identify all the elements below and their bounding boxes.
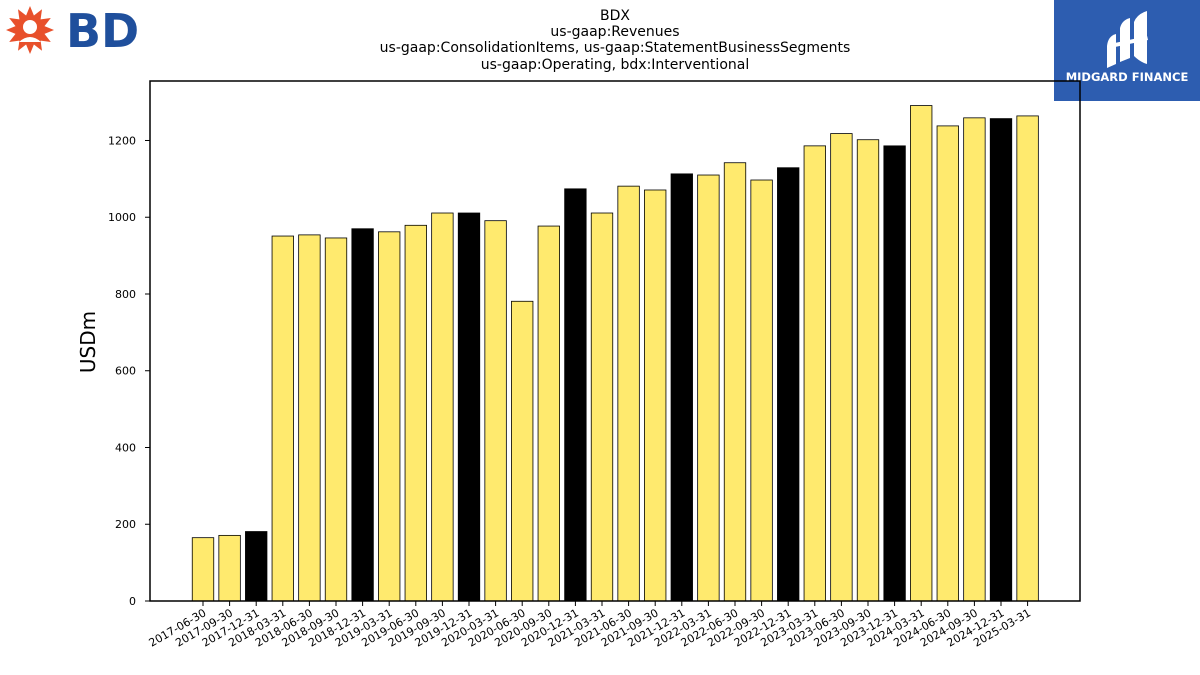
bar-2018-12-31 — [351, 228, 374, 602]
x-axis: 2017-06-302017-09-302017-12-312018-03-31… — [147, 601, 1033, 650]
bar-2018-09-30 — [324, 237, 348, 602]
bar-2024-12-31 — [989, 118, 1013, 602]
bar-2019-12-31 — [457, 212, 481, 602]
bar-2021-03-31 — [590, 212, 614, 602]
y-tick-label-0: 0 — [129, 595, 136, 608]
bar-2023-09-30 — [856, 139, 880, 602]
y-tick-label-600: 600 — [115, 365, 136, 378]
midgard-finance-logo: MIDGARD FINANCE — [1054, 0, 1200, 101]
bar-2017-09-30 — [218, 534, 241, 602]
chart-title-line-3: us-gaap:ConsolidationItems, us-gaap:Stat… — [380, 40, 851, 56]
bar-2024-03-31 — [910, 105, 933, 602]
bar-2018-03-31 — [271, 235, 294, 602]
y-tick-label-400: 400 — [115, 441, 136, 454]
bar-2022-06-30 — [723, 162, 747, 602]
bar-2022-12-31 — [777, 167, 800, 602]
starburst-icon — [6, 6, 54, 54]
bar-2024-09-30 — [963, 117, 986, 602]
y-axis-label: USDm — [76, 311, 100, 373]
y-axis: 0 200 400 600 800 1000 1200 — [108, 134, 150, 608]
y-tick-label-800: 800 — [115, 288, 136, 301]
bar-2018-06-30 — [298, 234, 321, 602]
bar-2023-06-30 — [830, 133, 853, 602]
bar-2020-12-31 — [564, 188, 587, 602]
bar-2025-03-31 — [1016, 115, 1039, 602]
bar-2023-03-31 — [803, 145, 826, 602]
y-tick-label-200: 200 — [115, 518, 136, 531]
starburst-base — [19, 37, 41, 42]
chart-title-line-2: us-gaap:Revenues — [550, 24, 679, 40]
starburst-center — [23, 20, 37, 34]
bar-2020-03-31 — [484, 220, 507, 602]
bar-2023-12-31 — [883, 145, 906, 602]
bar-2020-06-30 — [511, 300, 534, 602]
bar-series — [191, 105, 1039, 602]
bar-2020-09-30 — [537, 225, 560, 602]
chart-title-line-1: BDX — [600, 8, 630, 24]
bar-2017-12-31 — [245, 531, 268, 602]
plot-frame — [149, 80, 1081, 602]
bar-2019-06-30 — [404, 224, 427, 602]
bar-2024-06-30 — [936, 125, 959, 602]
midgard-logo-text: MIDGARD FINANCE — [1066, 70, 1189, 84]
bar-2022-09-30 — [750, 179, 773, 602]
bar-2021-09-30 — [644, 189, 667, 602]
bar-2017-06-30 — [191, 537, 215, 602]
chart-title-line-4: us-gaap:Operating, bdx:Interventional — [481, 57, 749, 73]
bar-2019-03-31 — [378, 231, 401, 602]
midgard-m-icon — [1107, 11, 1149, 68]
bar-2022-03-31 — [697, 174, 720, 602]
y-tick-label-1000: 1000 — [108, 211, 136, 224]
y-tick-label-1200: 1200 — [108, 134, 136, 147]
bar-2021-06-30 — [617, 185, 640, 602]
chart-title: BDX us-gaap:Revenues us-gaap:Consolidati… — [380, 8, 851, 73]
bd-logo-text: BD — [66, 4, 139, 58]
bar-2019-09-30 — [431, 212, 454, 602]
bar-2021-12-31 — [670, 173, 693, 602]
bd-logo: BD — [6, 4, 139, 58]
